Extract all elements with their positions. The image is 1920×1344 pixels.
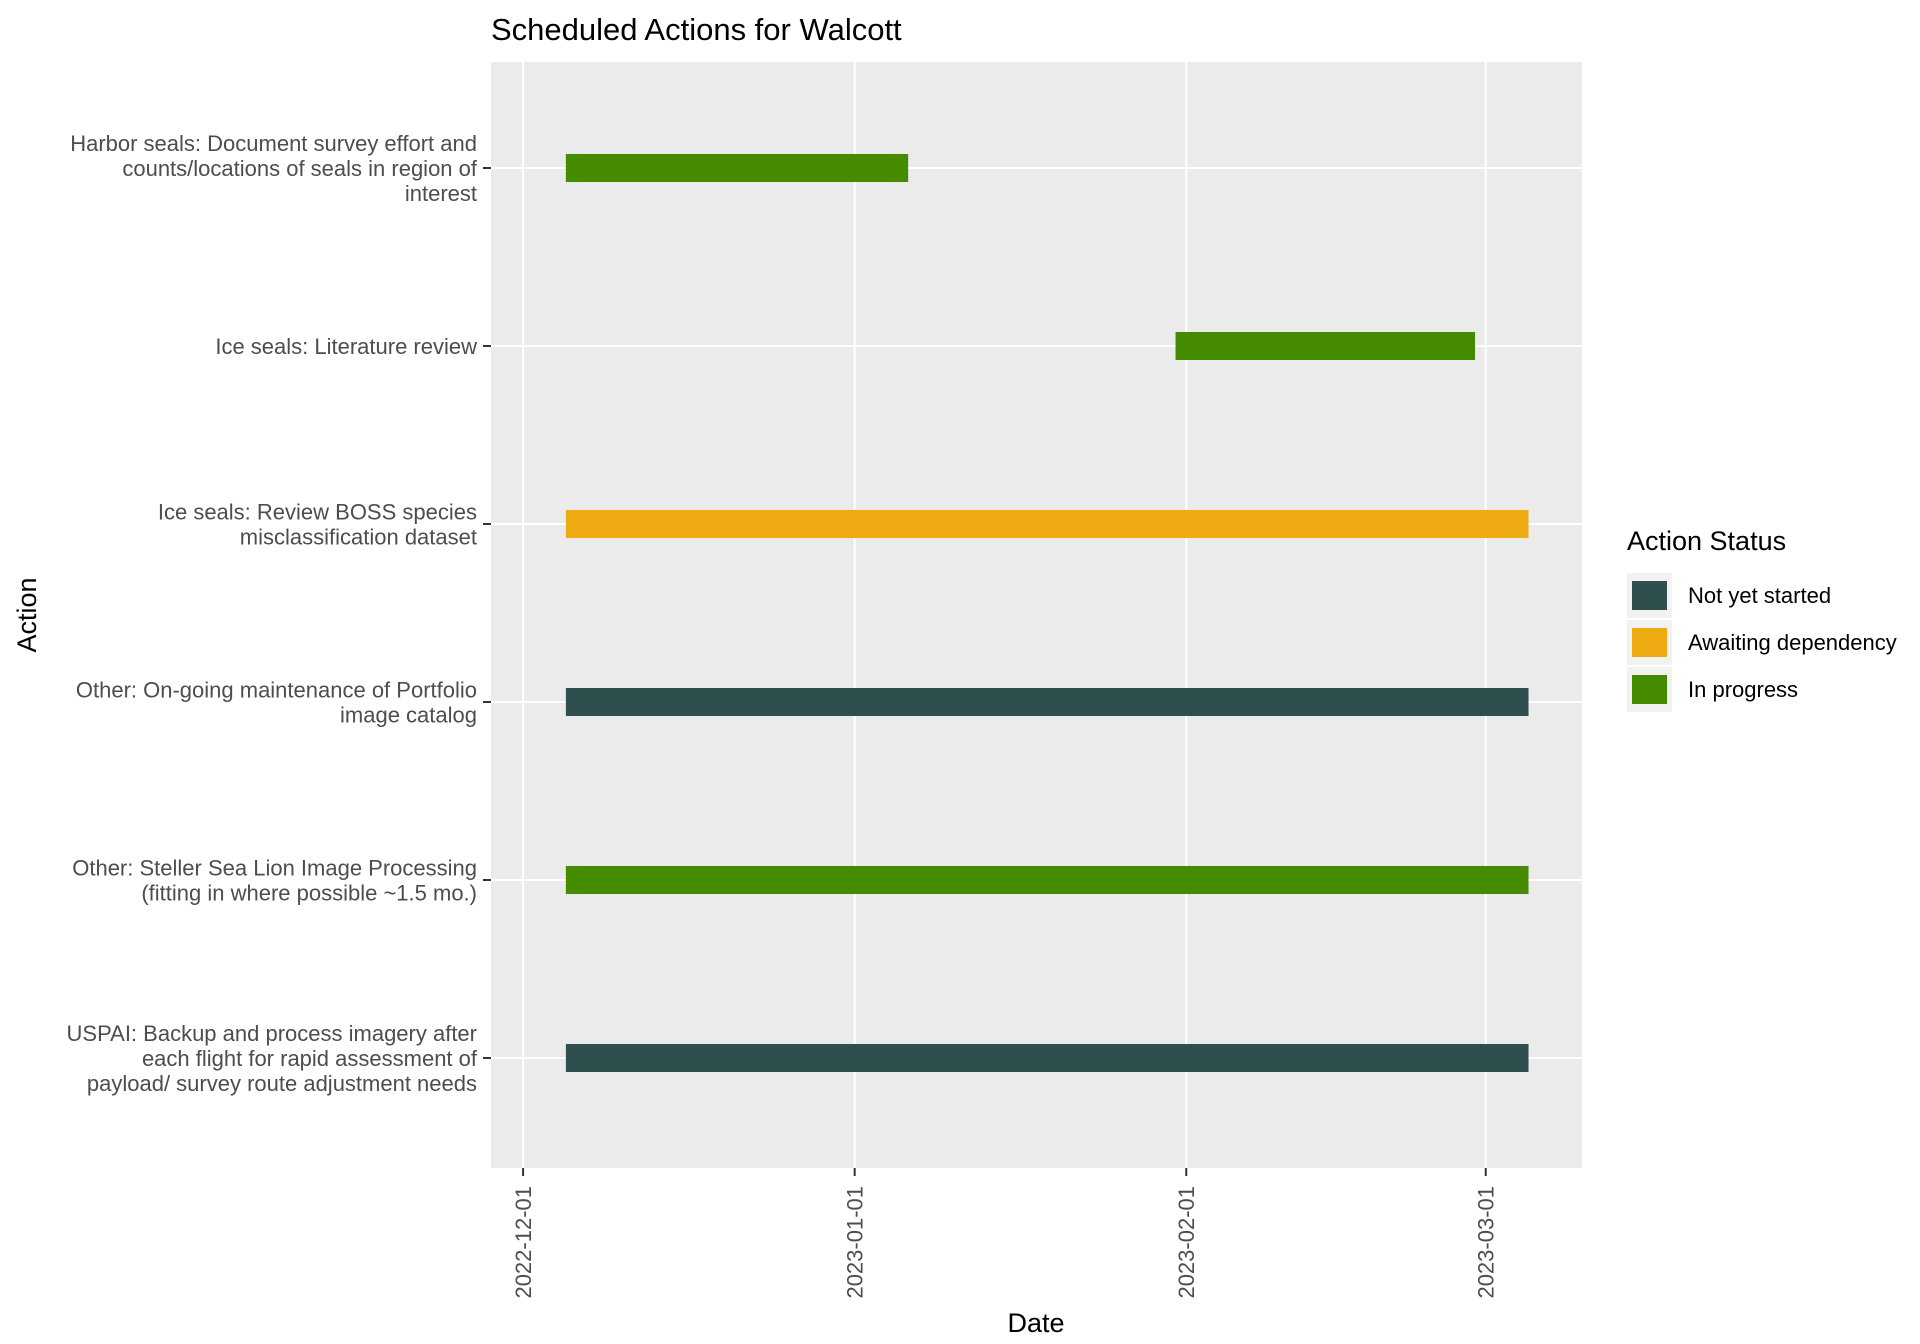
task-bar — [1175, 332, 1476, 360]
chart-title: Scheduled Actions for Walcott — [491, 12, 902, 47]
task-label: (fitting in where possible ~1.5 mo.) — [141, 881, 477, 906]
task-label: USPAI: Backup and process imagery after — [67, 1021, 477, 1046]
x-tick-label: 2022-12-01 — [511, 1186, 536, 1299]
y-axis-title: Action — [12, 577, 42, 652]
legend-label: In progress — [1688, 677, 1798, 702]
legend-label: Awaiting dependency — [1688, 630, 1897, 655]
task-label: misclassification dataset — [240, 525, 477, 550]
x-axis-title: Date — [1007, 1308, 1064, 1338]
x-tick-label: 2023-03-01 — [1474, 1186, 1499, 1299]
x-tick-labels: 2022-12-01 2023-01-01 2023-02-01 2023-03-01 — [511, 1168, 1499, 1299]
legend-label: Not yet started — [1688, 583, 1831, 608]
task-label: image catalog — [340, 703, 477, 728]
legend-swatch — [1632, 628, 1667, 657]
task-bar — [565, 510, 1529, 538]
task-label: counts/locations of seals in region of — [122, 156, 478, 181]
task-label: payload/ survey route adjustment needs — [87, 1071, 477, 1096]
task-label: each flight for rapid assessment of — [142, 1046, 478, 1071]
x-tick-label: 2023-01-01 — [843, 1186, 868, 1299]
legend-swatch — [1632, 675, 1667, 704]
task-bar — [565, 1044, 1529, 1072]
task-label: interest — [405, 181, 477, 206]
task-label: Other: Steller Sea Lion Image Processing — [72, 856, 477, 881]
task-bar — [565, 154, 909, 182]
plot-panel — [491, 62, 1582, 1168]
legend-swatch — [1632, 581, 1667, 610]
legend-title: Action Status — [1627, 526, 1786, 556]
task-label: Ice seals: Review BOSS species — [158, 500, 477, 525]
task-label: Harbor seals: Document survey effort and — [70, 131, 477, 156]
task-label: Ice seals: Literature review — [215, 334, 477, 359]
x-tick-label: 2023-02-01 — [1174, 1186, 1199, 1299]
bars-layer — [565, 154, 1529, 1072]
task-label: Other: On-going maintenance of Portfolio — [76, 678, 477, 703]
task-bar — [565, 688, 1529, 716]
y-tick-labels: Harbor seals: Document survey effort and… — [67, 131, 491, 1096]
legend: Action Status Not yet started Awaiting de… — [1627, 526, 1897, 712]
task-bar — [565, 866, 1529, 894]
